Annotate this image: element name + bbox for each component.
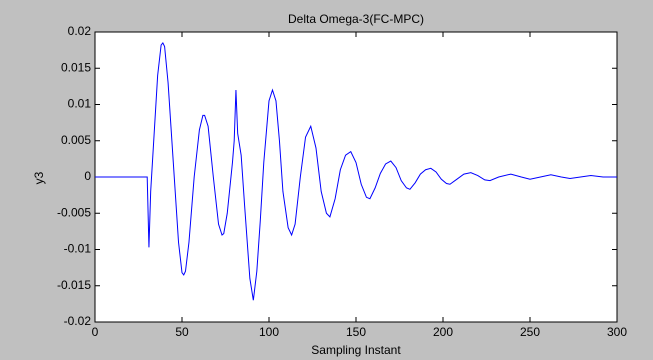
x-axis-label: Sampling Instant [311,343,401,357]
x-tick-label: 150 [346,325,366,339]
x-tick-label: 0 [92,325,99,339]
x-tick-label: 300 [607,325,627,339]
y-axis-label: y3 [32,171,46,184]
x-tick-label: 250 [520,325,540,339]
y-tick-label: 0.01 [68,97,92,111]
x-tick-label: 50 [175,325,189,339]
y-tick-label: -0.01 [64,242,92,256]
y-tick-label: 0.015 [61,60,91,74]
x-tick-label: 200 [433,325,453,339]
y-tick-label: -0.005 [57,205,91,219]
data-line [95,41,617,301]
y-tick-label: 0.005 [61,133,91,147]
y-tick-label: 0 [84,169,91,183]
chart-title: Delta Omega-3(FC-MPC) [288,12,424,26]
x-tick-label: 100 [259,325,279,339]
plot-area [94,31,618,323]
y-tick-label: 0.02 [68,24,92,38]
y-tick-label: -0.015 [57,278,91,292]
y-tick-label: -0.02 [64,314,92,328]
